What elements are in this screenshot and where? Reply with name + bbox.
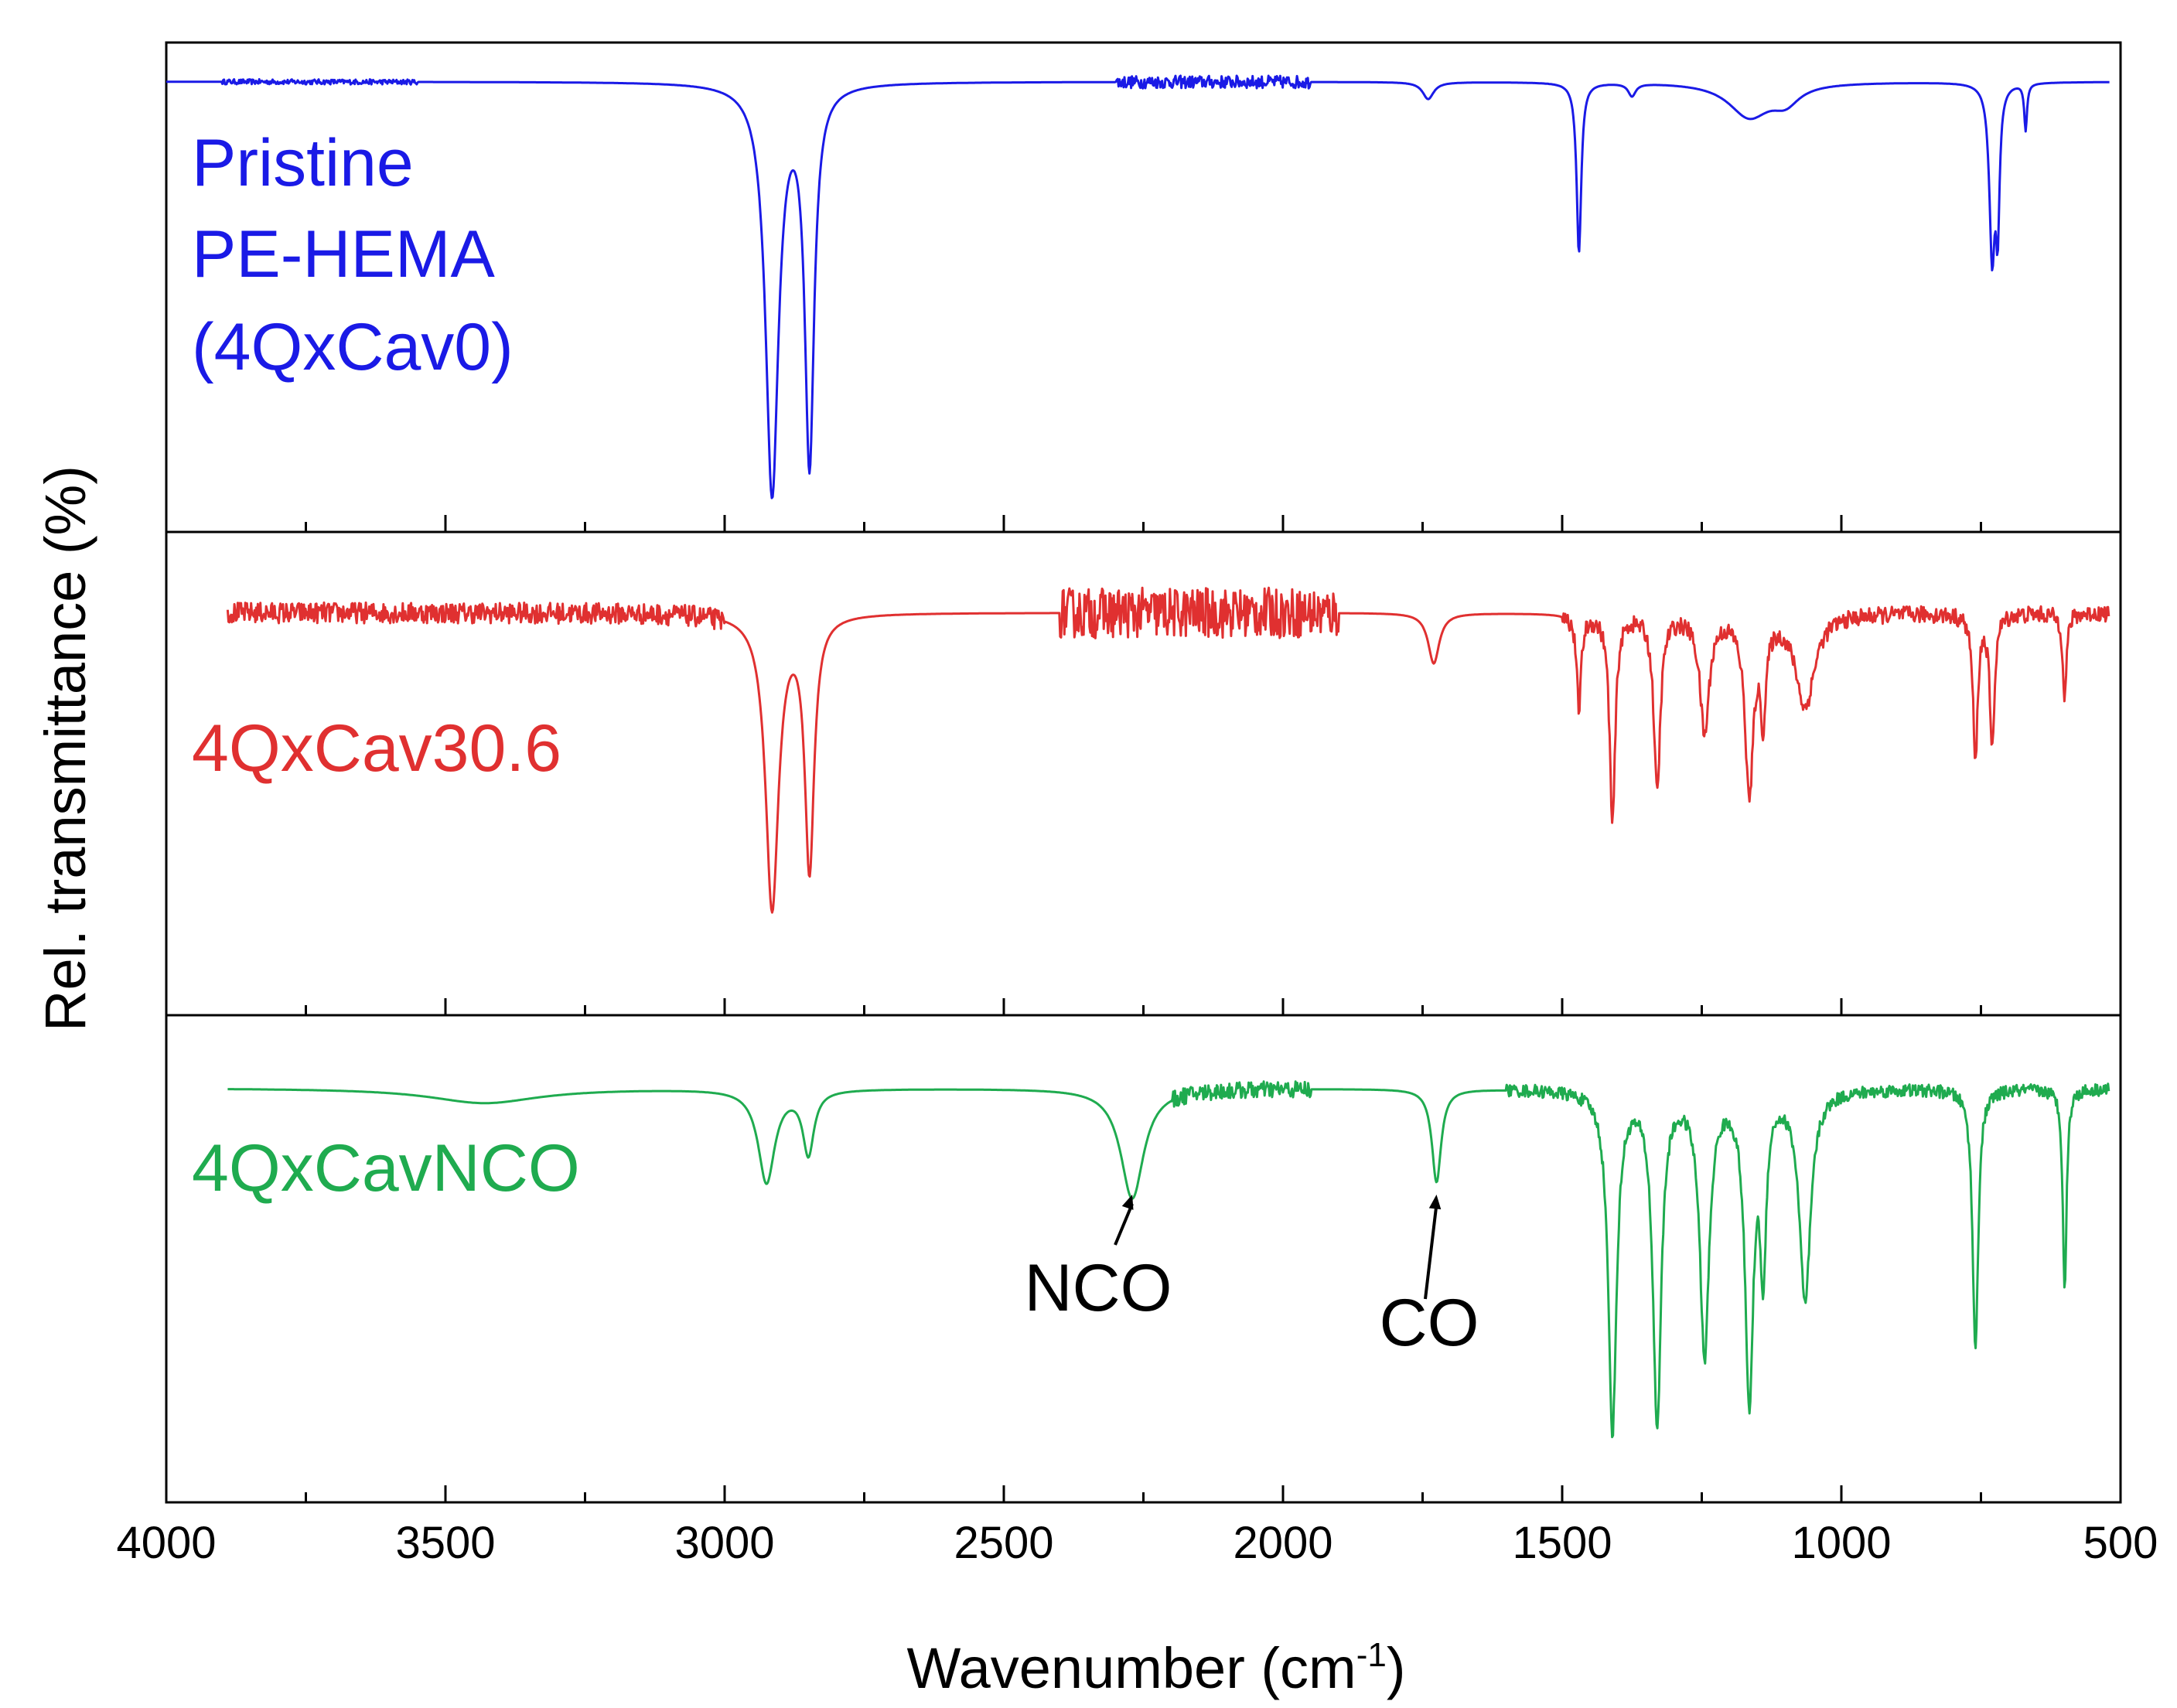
x-tick-label-3000: 3000: [674, 1518, 774, 1568]
series-label-1-line-2: PE-HEMA: [192, 217, 495, 291]
x-tick-label-3500: 3500: [395, 1518, 495, 1568]
series-line-3: [227, 1080, 2110, 1439]
annotation-label-co: CO: [1380, 1286, 1479, 1360]
annotation-arrow-co: [1424, 1203, 1438, 1300]
series-labels: Pristine PE-HEMA (4QxCav0) 4QxCav30.6 4QxCav…: [192, 126, 580, 1205]
series-label-2-line-1: 4QxCav30.6: [192, 711, 561, 786]
x-axis-label: Wavenumber (cm-1): [907, 1636, 1406, 1700]
x-tick-label-1000: 1000: [1791, 1518, 1891, 1568]
x-tick-label-2500: 2500: [954, 1518, 1053, 1568]
x-tick-label-4000: 4000: [116, 1518, 216, 1568]
x-tick-label-2000: 2000: [1233, 1518, 1332, 1568]
annotation-arrowhead-co: [1428, 1195, 1442, 1210]
y-axis-label: Rel. transmittance (%): [33, 465, 97, 1031]
x-tick-labels: 4000 3500 3000 2500 2000 1500 1000 500: [116, 1518, 2158, 1568]
series-line-2: [226, 586, 2110, 914]
series-line-1: [165, 74, 2110, 499]
annotation-arrow-nco: [1114, 1203, 1134, 1246]
annotation-label-nco: NCO: [1024, 1251, 1172, 1325]
panel-ticks: [165, 515, 2122, 1502]
annotations: NCO CO: [1024, 1195, 1479, 1360]
x-tick-label-1500: 1500: [1512, 1518, 1612, 1568]
series-label-1-line-1: Pristine: [192, 126, 414, 200]
series-lines: [165, 74, 2110, 1439]
annotation-arrowhead-nco: [1121, 1195, 1134, 1210]
x-tick-label-500: 500: [2083, 1518, 2158, 1568]
series-label-3-line-1: 4QxCavNCO: [192, 1131, 580, 1205]
series-label-1-line-3: (4QxCav0): [192, 310, 514, 384]
